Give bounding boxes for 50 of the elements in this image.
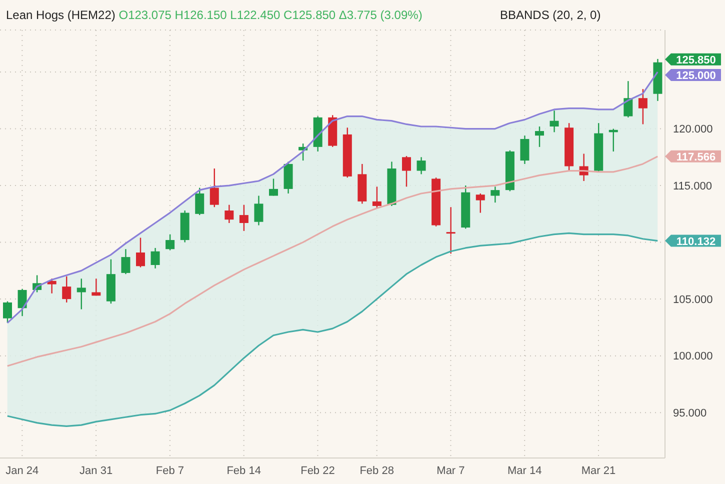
- candlestick: [372, 186, 382, 209]
- y-tick-label: 105.000: [673, 294, 713, 306]
- candlestick: [121, 248, 130, 275]
- line-series: [6, 232, 658, 428]
- candlestick: [224, 204, 234, 224]
- x-tick-label: Feb 22: [300, 464, 335, 477]
- candlestick: [47, 278, 56, 294]
- indicator-caption: BBANDS (20, 2, 0): [500, 8, 601, 22]
- text: 125.850: [676, 54, 716, 66]
- x-tick-label: Mar 14: [507, 464, 542, 477]
- candlestick: [638, 88, 648, 125]
- x-tick-label: Jan 24: [6, 464, 39, 477]
- x-tick-label: Feb 7: [156, 464, 184, 477]
- data-label: 110.132: [676, 236, 716, 248]
- candlestick: [416, 156, 426, 175]
- candlestick: [210, 168, 219, 208]
- candlestick: [254, 195, 264, 226]
- candlestick: [446, 206, 456, 254]
- y-tick-label: 95.000: [673, 407, 707, 420]
- candlestick: [195, 187, 204, 216]
- candlestick: [269, 178, 278, 196]
- candlestick: [624, 80, 633, 118]
- candlestick: [136, 237, 145, 268]
- x-tick-label: Feb 28: [360, 464, 394, 477]
- chart-title: Lean Hogs (HEM22): [6, 8, 116, 22]
- x-tick-label: Jan 31: [80, 464, 113, 477]
- x-tick-label: Mar 21: [581, 464, 616, 477]
- candlestick: [535, 126, 544, 148]
- data-label: 117.566: [676, 151, 716, 164]
- candlestick: [62, 276, 72, 304]
- y-tick-label: 100.000: [673, 350, 713, 363]
- candlestick: [76, 278, 86, 310]
- candlestick: [92, 278, 101, 296]
- x-tick-label: Feb 14: [226, 464, 261, 477]
- x-tick-label: Mar 7: [436, 464, 465, 477]
- candlestick: [520, 134, 530, 165]
- y-tick-label: 115.000: [673, 180, 712, 192]
- candlestick: [18, 288, 27, 317]
- line-series: [6, 156, 658, 367]
- candlestick: [239, 204, 248, 232]
- candlestick: [166, 234, 175, 251]
- candlestick: [3, 300, 12, 324]
- candlestick: [150, 247, 160, 270]
- candlestick: [550, 110, 559, 133]
- data-label: 125.000: [676, 70, 716, 82]
- candlestick: [490, 186, 500, 204]
- y-tick-label: 120.000: [673, 124, 713, 136]
- candlestick: [402, 155, 411, 188]
- chart-subtitle: O123.075 H126.150 L122.450 C125.850 Δ3.775 (3.09%): [118, 8, 422, 22]
- candlestick: [476, 192, 485, 214]
